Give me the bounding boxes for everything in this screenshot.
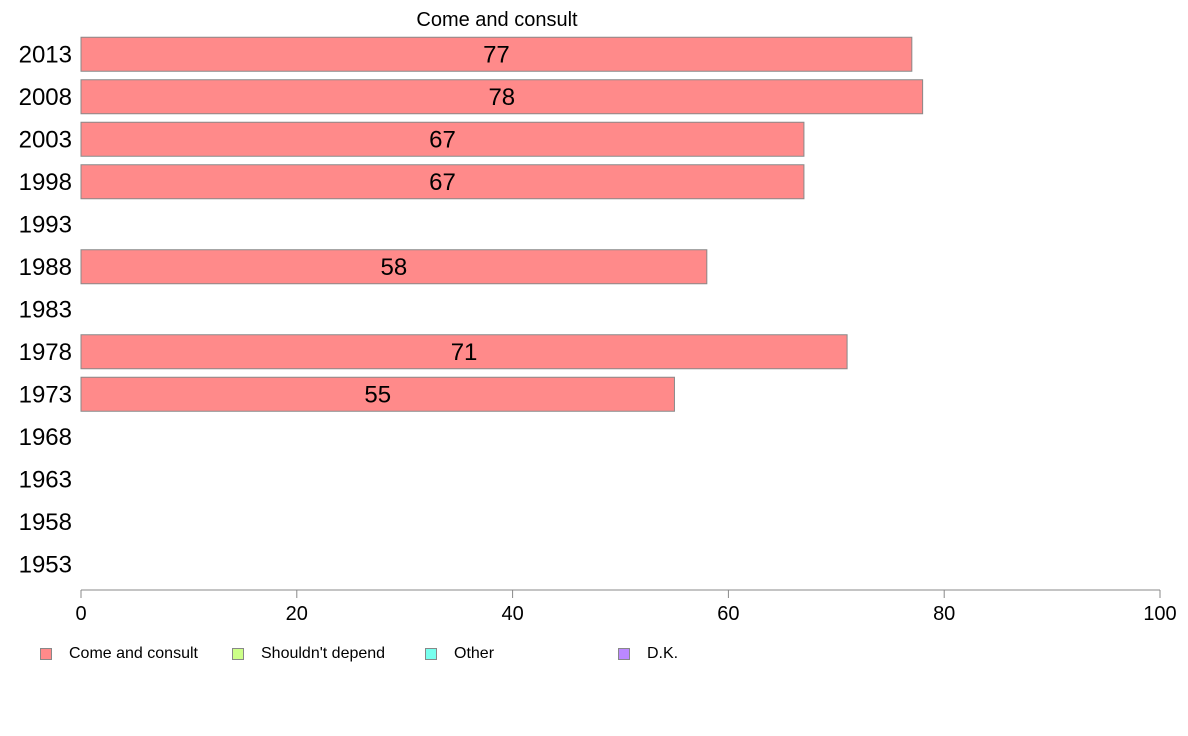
- legend-swatch: [618, 648, 630, 660]
- y-tick-label: 1953: [19, 551, 72, 578]
- bar: [80, 376, 675, 412]
- legend-label: Other: [454, 645, 495, 662]
- legend-item-come-and-consult: Come and consult: [40, 644, 198, 664]
- y-tick-label: 2008: [19, 84, 72, 111]
- y-axis-labels: 2013 2008 2003 1998 1993 1988 1983 1978 1973 1968…: [19, 41, 72, 578]
- y-tick-label: 1968: [19, 424, 72, 451]
- bar: [80, 334, 848, 370]
- legend-swatch: [40, 648, 52, 660]
- x-tick-label: 20: [286, 603, 308, 625]
- legend-swatch: [232, 648, 244, 660]
- bar-data-label: 71: [451, 339, 478, 366]
- chart-title: Come and consult: [416, 9, 578, 31]
- y-tick-label: 1998: [19, 169, 72, 196]
- bar: [80, 249, 708, 285]
- y-tick-label: 1963: [19, 466, 72, 493]
- y-tick-label: 1993: [19, 211, 72, 238]
- x-tick-label: 80: [933, 603, 955, 625]
- bar: [80, 164, 805, 200]
- bar: [80, 121, 805, 157]
- legend-swatch: [425, 648, 437, 660]
- bar: [80, 36, 913, 72]
- y-tick-label: 1978: [19, 339, 72, 366]
- bar-data-label: 67: [429, 126, 456, 153]
- y-tick-label: 2003: [19, 126, 72, 153]
- legend-item-other: Other: [425, 644, 494, 664]
- bar-data-label: 67: [429, 169, 456, 196]
- legend-label: D.K.: [647, 645, 679, 662]
- y-tick-label: 1973: [19, 381, 72, 408]
- y-tick-label: 1988: [19, 254, 72, 281]
- bar-data-label: 58: [381, 254, 408, 281]
- x-tick-label: 100: [1143, 603, 1176, 625]
- x-tick-label: 0: [75, 603, 86, 625]
- legend-item-shouldnt-depend: Shouldn't depend: [232, 644, 385, 664]
- x-tick-label: 60: [717, 603, 739, 625]
- y-tick-label: 1983: [19, 296, 72, 323]
- bar-data-label: 55: [364, 381, 391, 408]
- legend-label: Shouldn't depend: [261, 645, 386, 662]
- legend-label: Come and consult: [69, 645, 198, 662]
- bar-data-label: 77: [483, 41, 510, 68]
- legend: Come and consult Shouldn't depend Other …: [40, 644, 1140, 664]
- bar-data-label: 78: [488, 84, 515, 111]
- legend-item-dk: D.K.: [618, 644, 678, 664]
- y-tick-label: 2013: [19, 41, 72, 68]
- x-axis: 0 20 40 60 80 100: [75, 589, 1177, 625]
- x-tick-label: 40: [501, 603, 523, 625]
- bar: [80, 79, 924, 115]
- y-tick-label: 1958: [19, 509, 72, 536]
- bars-layer: 77 78 67 67 58 71 55: [80, 36, 924, 412]
